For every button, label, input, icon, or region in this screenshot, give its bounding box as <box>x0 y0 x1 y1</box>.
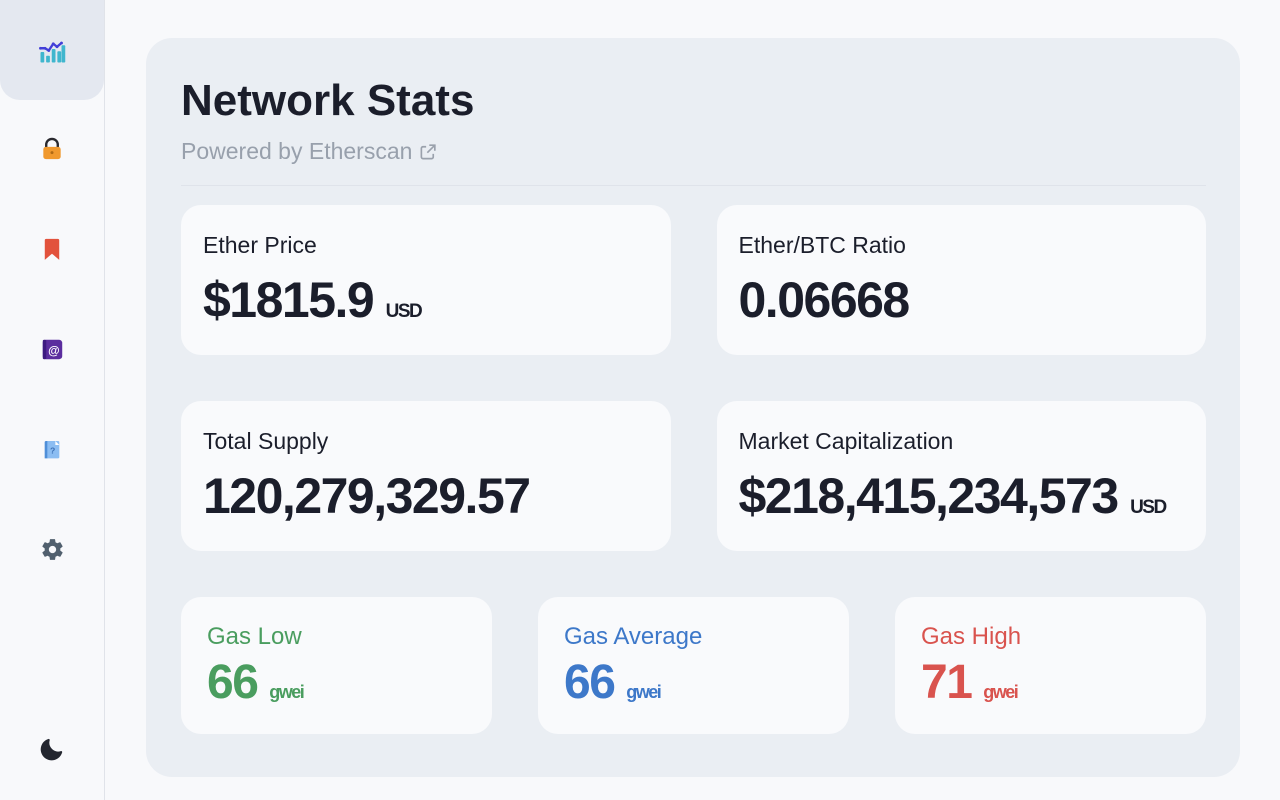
svg-text:@: @ <box>48 343 60 357</box>
svg-text:?: ? <box>50 446 55 456</box>
